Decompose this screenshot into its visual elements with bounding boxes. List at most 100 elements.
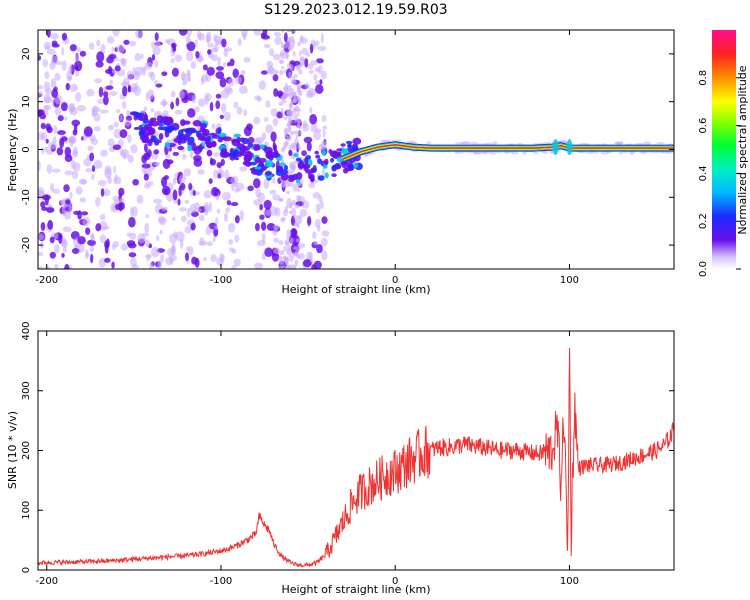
spectrogram-mark	[93, 125, 101, 132]
spectrogram-mark	[309, 113, 318, 125]
spectrogram-mark	[137, 116, 144, 121]
spectrogram-mark	[60, 102, 68, 112]
spectrogram-mark	[228, 78, 235, 87]
spectrogram-mark	[278, 265, 284, 269]
spectrogram-marks	[38, 30, 674, 269]
spectrogram-mark	[296, 157, 302, 162]
spectrogram-mark	[90, 138, 99, 146]
spectrogram-mark	[247, 136, 255, 144]
spectrogram-mark	[91, 173, 95, 180]
spectrogram-mark	[217, 127, 222, 134]
spectrogram-mark	[62, 226, 72, 232]
spectrogram-mark	[297, 217, 303, 224]
spectrogram-mark	[42, 59, 49, 68]
spectrogram-mark	[162, 119, 168, 125]
spectrogram-mark	[297, 163, 306, 169]
spectrogram-mark	[44, 194, 49, 206]
spectrogram-mark	[320, 237, 328, 247]
spectrogram-mark	[213, 43, 219, 53]
spectrogram-mark	[306, 141, 312, 152]
spectrogram-mark	[65, 199, 71, 205]
spectrogram-mark	[317, 158, 323, 165]
spectrogram-mark	[178, 174, 187, 184]
spectrogram-mark	[74, 54, 80, 62]
spectrogram-mark	[141, 163, 151, 169]
spectrogram-mark	[230, 175, 239, 185]
spectrogram-mark	[155, 234, 160, 242]
spectrogram-x-ticks: -200 -100 0 100	[35, 30, 579, 286]
spectrogram-mark	[103, 95, 109, 106]
y-tick-label: -20	[21, 237, 32, 253]
spectrogram-mark	[239, 145, 248, 152]
spectrogram-mark	[69, 44, 77, 52]
spectrogram-mark	[107, 138, 115, 148]
spectrogram-mark	[38, 160, 41, 171]
spectrogram-mark	[286, 108, 291, 116]
spectrogram-mark	[353, 162, 359, 169]
x-tick-label: -200	[35, 275, 58, 286]
spectrogram-mark	[293, 95, 299, 102]
spectrogram-mark	[268, 48, 275, 57]
spectrogram-mark	[340, 143, 346, 147]
spectrogram-mark	[295, 65, 298, 71]
spectrogram-mark	[44, 88, 53, 94]
spectrogram-mark	[171, 67, 179, 77]
spectrogram-mark	[221, 191, 231, 201]
spectrogram-mark	[324, 158, 329, 166]
spectrogram-mark	[64, 170, 74, 176]
spectrogram-mark	[289, 64, 294, 71]
spectrogram-mark	[151, 41, 155, 49]
spectrogram-mark	[301, 47, 308, 55]
peak-track-band	[342, 143, 674, 160]
spectrogram-mark	[290, 174, 295, 181]
spectrogram-mark	[320, 32, 324, 44]
spectrogram-mark	[142, 232, 150, 237]
spectrogram-mark	[198, 214, 205, 222]
spectrogram-mark	[145, 214, 149, 219]
spectrogram-mark	[40, 201, 46, 209]
spectrogram-mark	[302, 259, 312, 268]
spectrogram-mark	[102, 225, 110, 230]
spectrogram-mark	[272, 177, 276, 184]
spectrogram-mark	[281, 217, 286, 221]
spectrogram-mark	[75, 186, 83, 195]
spectrogram-mark	[87, 239, 96, 246]
snr-y-label: SNR (10 * v/v)	[6, 411, 19, 489]
spectrogram-mark	[290, 130, 295, 136]
spectrogram-mark	[291, 199, 296, 206]
spectrogram-mark	[153, 41, 161, 47]
spectrogram-mark	[68, 104, 75, 113]
spectrogram-mark	[154, 60, 159, 68]
spectrogram-mark	[58, 233, 63, 244]
spectrogram-mark	[119, 58, 128, 63]
spectrogram-mark	[187, 70, 191, 82]
spectrogram-mark	[51, 55, 59, 65]
spectrogram-mark	[655, 142, 665, 145]
spectrogram-mark	[40, 122, 46, 130]
spectrogram-mark	[112, 144, 121, 151]
spectrogram-mark	[215, 100, 221, 110]
spectrogram-mark	[455, 142, 462, 145]
spectrogram-mark	[141, 154, 148, 164]
spectrogram-y-ticks: -20 -10 0 10 20	[21, 48, 674, 253]
spectrogram-mark	[170, 101, 175, 110]
spectrogram-mark	[141, 167, 147, 174]
spectrogram-mark	[293, 74, 299, 78]
colorbar-tick-label: 0.2	[698, 213, 709, 229]
spectrogram-mark	[222, 62, 227, 68]
spectrogram-mark	[78, 178, 87, 185]
spectrogram-mark	[289, 202, 293, 209]
spectrogram-mark	[297, 243, 306, 249]
spectrogram-mark	[315, 84, 324, 94]
spectrogram-mark	[202, 64, 208, 71]
spectrogram-mark	[140, 53, 144, 60]
spectrogram-mark	[41, 147, 45, 155]
spectrogram-mark	[38, 55, 42, 61]
spectrogram-mark	[185, 252, 189, 262]
spectrogram-mark	[192, 119, 202, 127]
spectrogram-mark	[279, 52, 285, 57]
spectrogram-mark	[113, 121, 119, 128]
spectrogram-mark	[309, 251, 313, 262]
spectrogram-mark	[263, 199, 272, 210]
